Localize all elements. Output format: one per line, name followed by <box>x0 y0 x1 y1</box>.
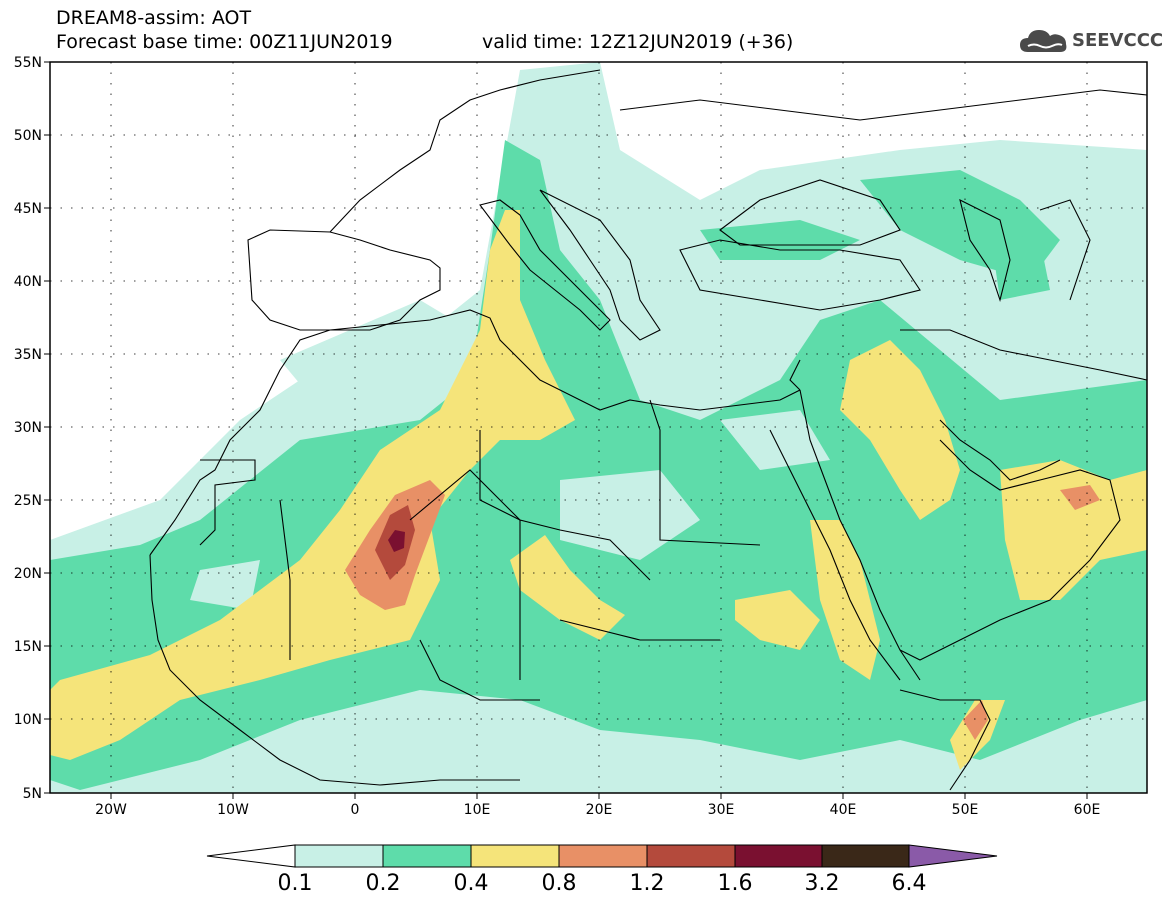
forecast-base-time: Forecast base time: 00Z11JUN2019 <box>56 31 393 53</box>
axis-ticks <box>44 61 1088 799</box>
colorbar-under-triangle <box>206 844 296 868</box>
colorbar-label-6: 3.2 <box>804 871 840 896</box>
lat-label-35n: 35N <box>14 347 42 363</box>
colorbar-swatch-5 <box>734 844 823 868</box>
cloud-icon <box>1020 30 1067 52</box>
lon-label-20e: 20E <box>586 802 613 818</box>
colorbar-label-7: 6.4 <box>891 871 927 896</box>
colorbar-swatch-6 <box>821 844 910 868</box>
graticule <box>50 62 1147 793</box>
lat-label-10n: 10N <box>14 712 42 728</box>
colorbar-swatch-0 <box>294 844 384 868</box>
lon-label-10w: 10W <box>217 802 249 818</box>
lat-label-45n: 45N <box>14 201 42 217</box>
colorbar-swatch-3 <box>558 844 648 868</box>
colorbar <box>206 844 998 868</box>
lat-label-30n: 30N <box>14 420 42 436</box>
colorbar-label-3: 0.8 <box>541 871 577 896</box>
lat-label-5n: 5N <box>23 786 42 802</box>
seevccc-logo: SEEVCCC <box>1018 24 1163 58</box>
lat-label-20n: 20N <box>14 566 42 582</box>
lon-label-30e: 30E <box>708 802 735 818</box>
colorbar-label-1: 0.2 <box>365 871 401 896</box>
valid-time: valid time: 12Z12JUN2019 (+36) <box>482 31 794 53</box>
colorbar-label-0: 0.1 <box>277 871 313 896</box>
lon-label-10e: 10E <box>464 802 491 818</box>
lat-label-15n: 15N <box>14 639 42 655</box>
lon-label-20w: 20W <box>95 802 127 818</box>
lon-label-0: 0 <box>351 802 360 818</box>
lon-label-40e: 40E <box>830 802 857 818</box>
colorbar-label-4: 1.2 <box>629 871 665 896</box>
lat-label-50n: 50N <box>14 128 42 144</box>
colorbar-label-5: 1.6 <box>717 871 753 896</box>
lat-label-55n: 55N <box>14 55 42 71</box>
colorbar-swatch-1 <box>382 844 472 868</box>
lon-label-60e: 60E <box>1074 802 1101 818</box>
lon-label-50e: 50E <box>952 802 979 818</box>
colorbar-swatch-2 <box>470 844 560 868</box>
lat-label-25n: 25N <box>14 493 42 509</box>
map-title: DREAM8-assim: AOT <box>56 7 252 29</box>
colorbar-label-2: 0.4 <box>453 871 489 896</box>
lat-label-40n: 40N <box>14 274 42 290</box>
colorbar-over-triangle <box>908 844 998 868</box>
colorbar-swatch-4 <box>646 844 736 868</box>
logo-text: SEEVCCC <box>1072 30 1164 51</box>
aot-contour-fields <box>50 62 1147 793</box>
